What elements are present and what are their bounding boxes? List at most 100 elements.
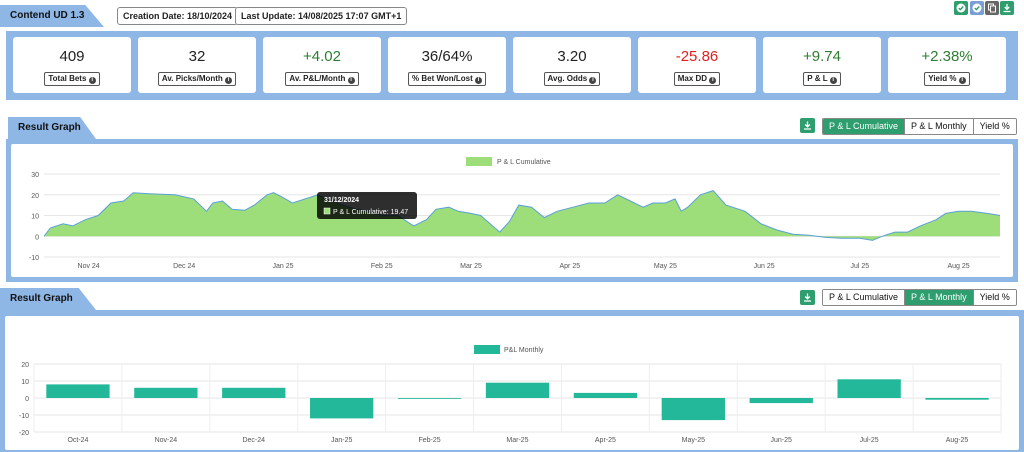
stat-value: +4.02 [303, 48, 341, 65]
stat-label[interactable]: % Bet Won/Lost i [408, 72, 486, 86]
bar [837, 379, 901, 398]
copy-icon[interactable] [985, 1, 999, 15]
x-tick-label: Jun-25 [771, 437, 793, 444]
stat-card: +2.38% Yield % i [888, 37, 1006, 93]
x-tick-label: May 25 [654, 263, 677, 270]
x-tick-label: Feb-25 [418, 437, 440, 444]
tab-yield[interactable]: Yield % [973, 290, 1016, 305]
stat-label[interactable]: Max DD i [673, 72, 721, 86]
series-line [43, 190, 1001, 241]
stat-card: 3.20 Avg. Odds i [513, 37, 631, 93]
stat-label[interactable]: Total Bets i [44, 72, 100, 86]
info-icon[interactable]: i [709, 77, 717, 84]
stat-label[interactable]: Av. P&L/Month i [285, 72, 359, 86]
bar [222, 387, 286, 398]
stat-label-text: Av. Picks/Month [161, 74, 223, 83]
x-tick-label: Oct-24 [67, 437, 88, 444]
info-icon[interactable]: i [225, 77, 233, 84]
tooltip-date: 31/12/2024 [324, 197, 359, 204]
cumulative-chart-area: 30 20 10 0 -10 Nov 24 Dec 24 Jan 25 Feb 25 Mar 25… [11, 144, 1013, 277]
stat-value: +9.74 [803, 48, 841, 65]
tab-pl-cumulative[interactable]: P & L Cumulative [823, 119, 906, 134]
check-circle-icon[interactable] [954, 1, 968, 15]
tab-pl-monthly[interactable]: P & L Monthly [905, 119, 974, 134]
legend-label: P&L Monthly [504, 347, 544, 354]
monthly-chart-area: 20 10 0 -10 -20 Oct-24 Nov-24 Dec-24 Jan-25 Feb-2… [5, 316, 1019, 450]
check-circle-icon[interactable] [970, 1, 984, 15]
result-graph-tab: Result Graph [8, 117, 96, 139]
download-chart-button[interactable] [800, 290, 815, 305]
stat-label-text: Yield % [928, 74, 957, 83]
bar [134, 387, 198, 398]
stat-card: +9.74 P & L i [763, 37, 881, 93]
legend-label: P & L Cumulative [497, 159, 551, 166]
stat-value: 409 [59, 48, 85, 65]
bar [397, 398, 462, 399]
chart-view-toggle: P & L Cumulative P & L Monthly Yield % [822, 118, 1017, 135]
x-tick-label: May-25 [682, 437, 705, 444]
creation-date: Creation Date: 18/10/2024 [117, 7, 239, 25]
x-tick-label: Dec-24 [242, 437, 265, 444]
y-tick-label: 0 [25, 396, 29, 403]
x-tick-label: Nov 24 [78, 263, 100, 270]
chart-view-toggle: P & L Cumulative P & L Monthly Yield % [822, 289, 1017, 306]
x-tick-label: Jun 25 [754, 263, 775, 270]
strategy-title-tab: Contend UD 1.3 [0, 5, 104, 27]
info-icon[interactable]: i [589, 77, 597, 84]
y-tick-label: 0 [35, 234, 39, 241]
tab-pl-monthly[interactable]: P & L Monthly [905, 290, 974, 305]
bar [573, 392, 638, 398]
x-tick-label: Dec 24 [173, 263, 195, 270]
x-tick-label: Jan-25 [331, 437, 353, 444]
x-tick-label: Mar-25 [506, 437, 528, 444]
stats-panel: 409 Total Bets i 32 Av. Picks/Month i +4.02 A… [6, 31, 1018, 100]
cumulative-chart: 30 20 10 0 -10 Nov 24 Dec 24 Jan 25 Feb 25 Mar 25… [29, 157, 1001, 270]
x-tick-label: Aug 25 [947, 263, 969, 270]
bar [485, 382, 550, 398]
y-tick-label: -10 [29, 255, 39, 262]
x-tick-label: Apr-25 [595, 437, 616, 444]
y-tick-label: 30 [31, 172, 39, 179]
stat-label-text: Avg. Odds [547, 74, 588, 83]
monthly-chart: 20 10 0 -10 -20 Oct-24 Nov-24 Dec-24 Jan-25 Feb-2… [19, 345, 1002, 444]
x-tick-label: Feb 25 [371, 263, 393, 270]
tooltip-box [317, 192, 417, 219]
info-icon[interactable]: i [347, 77, 355, 84]
result-graph-tab: Result Graph [0, 288, 96, 310]
last-update: Last Update: 14/08/2025 17:07 GMT+1 [235, 7, 408, 25]
info-icon[interactable]: i [958, 77, 966, 84]
stat-card: 36/64% % Bet Won/Lost i [388, 37, 506, 93]
stat-label[interactable]: Av. Picks/Month i [157, 72, 237, 86]
y-tick-label: 10 [31, 214, 39, 221]
stat-value: -25.86 [675, 48, 719, 65]
cumulative-chart-panel: 30 20 10 0 -10 Nov 24 Dec 24 Jan 25 Feb 25 Mar 25… [6, 139, 1018, 282]
stat-label-text: % Bet Won/Lost [412, 74, 473, 83]
stat-label-text: Max DD [677, 74, 708, 83]
section-title: Result Graph [18, 122, 81, 133]
bar [749, 398, 813, 404]
stat-label-text: P & L [807, 74, 828, 83]
stat-label[interactable]: P & L i [803, 72, 841, 86]
x-tick-label: Aug-25 [946, 437, 969, 444]
tooltip-value: P & L Cumulative: 19.47 [333, 209, 408, 216]
y-tick-label: -20 [19, 430, 29, 437]
section-title: Result Graph [10, 293, 73, 304]
info-icon[interactable]: i [474, 77, 482, 84]
x-tick-label: Apr 25 [559, 263, 580, 270]
tab-yield[interactable]: Yield % [973, 119, 1016, 134]
monthly-chart-panel: 20 10 0 -10 -20 Oct-24 Nov-24 Dec-24 Jan-25 Feb-2… [0, 310, 1024, 452]
stat-label[interactable]: Avg. Odds i [543, 72, 601, 86]
stat-card: 32 Av. Picks/Month i [138, 37, 256, 93]
area-fill [44, 190, 1000, 241]
download-icon[interactable] [1000, 1, 1014, 15]
stat-label[interactable]: Yield % i [924, 72, 970, 86]
tab-pl-cumulative[interactable]: P & L Cumulative [823, 290, 906, 305]
info-icon[interactable]: i [829, 77, 837, 84]
info-icon[interactable]: i [88, 77, 96, 84]
legend-swatch [466, 157, 492, 166]
y-tick-label: 20 [21, 362, 29, 369]
stat-value: 32 [188, 48, 206, 65]
bar [46, 384, 110, 398]
download-chart-button[interactable] [800, 118, 815, 133]
stat-card: +4.02 Av. P&L/Month i [263, 37, 381, 93]
